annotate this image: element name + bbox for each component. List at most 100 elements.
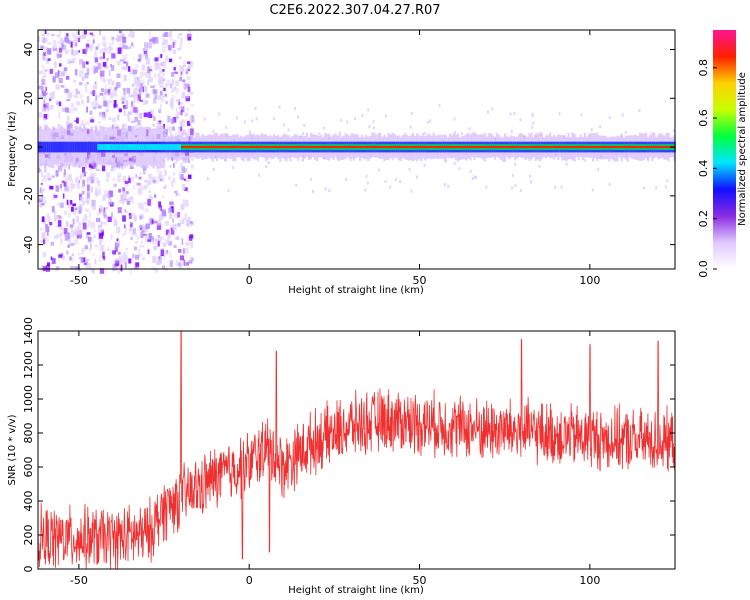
spectrogram-noise-speck	[39, 227, 44, 231]
spectrogram-noise-speck	[171, 126, 175, 131]
spectrogram-core	[142, 144, 145, 150]
spectrogram-noise-speck	[135, 262, 140, 267]
spectrogram-noise-speck	[179, 170, 181, 178]
spectrogram-noise-speck	[47, 216, 51, 224]
spectrogram-noise-speck	[116, 238, 119, 242]
spectrogram-noise-speck	[67, 187, 70, 191]
spectrogram-noise-speck	[150, 85, 155, 88]
spectrogram-noise-speck	[154, 194, 157, 198]
spectrogram-noise-speck	[132, 83, 134, 87]
spectrogram-noise-speck	[67, 232, 70, 239]
spectrogram-noise-speck	[143, 86, 148, 93]
spectrogram-noise-speck	[130, 44, 135, 48]
spectrogram-noise-speck	[138, 54, 142, 60]
spectrogram-noise-speck	[124, 180, 129, 185]
spectrogram-noise-speck	[170, 227, 175, 235]
spectrogram-speck	[511, 173, 514, 177]
snr-y-tick-label: 600	[22, 457, 35, 478]
spectrogram-noise-speck	[56, 34, 61, 38]
spectrogram-noise-speck	[165, 229, 170, 236]
spectrogram-noise-speck	[123, 44, 128, 50]
spectrogram-noise-speck	[64, 201, 68, 206]
spectrogram-noise-speck	[185, 96, 190, 102]
spectrogram-noise-speck	[139, 215, 142, 220]
spectrogram-core	[168, 144, 171, 150]
spectrogram-noise-speck	[135, 84, 139, 91]
spectrogram-speck	[190, 116, 193, 120]
spectrogram-noise-speck	[91, 101, 93, 106]
spectrogram-x-tick-label: 50	[413, 274, 427, 287]
spectrogram-noise-speck	[64, 88, 69, 93]
spectrogram-noise-speck	[178, 105, 181, 109]
spectrogram-noise-speck	[107, 247, 109, 252]
spectrogram-noise-speck	[81, 184, 84, 191]
spectrogram-noise-speck	[91, 33, 94, 37]
spectrogram-speck	[491, 107, 494, 111]
spectrogram-noise-speck	[181, 121, 186, 127]
spectrogram-noise-speck	[131, 198, 135, 204]
spectrogram-noise-speck	[179, 173, 183, 180]
spectrogram-noise-speck	[188, 30, 192, 37]
spectrogram-noise-speck	[152, 98, 157, 104]
spectrogram-noise-speck	[140, 88, 143, 95]
spectrogram-noise-speck	[128, 34, 131, 37]
spectrogram-noise-speck	[93, 65, 96, 69]
spectrogram-noise-speck	[102, 77, 106, 83]
spectrogram-noise-speck	[126, 87, 131, 94]
spectrogram-noise-speck	[104, 65, 109, 69]
spectrogram-noise-speck	[120, 47, 123, 52]
spectrogram-noise-speck	[174, 71, 178, 74]
spectrogram-noise-speck	[74, 207, 78, 210]
spectrogram-noise-speck	[174, 132, 179, 140]
spectrogram-noise-speck	[82, 179, 85, 187]
spectrogram-noise-speck	[189, 234, 194, 239]
spectrogram-speck	[361, 114, 364, 118]
spectrogram-noise-speck	[186, 76, 191, 80]
spectrogram-y-tick-label: 0	[22, 144, 35, 151]
spectrogram-noise-speck	[116, 226, 121, 234]
spectrogram-noise-speck	[79, 257, 84, 264]
spectrogram-noise-speck	[85, 208, 89, 212]
spectrogram-noise-speck	[131, 100, 135, 106]
spectrogram-noise-speck	[69, 60, 75, 64]
spectrogram-noise-speck	[120, 264, 123, 272]
spectrogram-band	[58, 141, 61, 153]
spectrogram-noise-speck	[78, 206, 83, 211]
spectrogram-speck	[591, 188, 594, 192]
spectrogram-noise-speck	[128, 227, 131, 230]
spectrogram-noise-speck	[159, 215, 163, 218]
spectrogram-core	[121, 144, 124, 150]
spectrogram-noise-speck	[123, 95, 127, 103]
spectrogram-noise-speck	[39, 169, 42, 172]
spectrogram-noise-speck	[122, 190, 126, 194]
spectrogram-noise-speck	[144, 179, 149, 183]
spectrogram-noise-speck	[161, 72, 166, 76]
spectrogram-noise-speck	[71, 257, 74, 262]
spectrogram-noise-speck	[95, 187, 97, 193]
spectrogram-noise-speck	[103, 256, 106, 261]
spectrogram-noise-speck	[108, 80, 110, 85]
spectrogram-noise-speck	[122, 123, 127, 129]
spectrogram-noise-speck	[178, 263, 182, 269]
spectrogram-noise-speck	[132, 69, 138, 75]
spectrogram-noise-speck	[62, 44, 67, 50]
spectrogram-noise-speck	[189, 128, 194, 136]
spectrogram-noise-speck	[177, 100, 181, 104]
spectrogram-band	[50, 141, 53, 153]
spectrogram-noise-speck	[45, 264, 51, 272]
spectrogram-noise-speck	[76, 31, 80, 35]
spectrogram-noise-speck	[63, 168, 66, 175]
spectrogram-noise-speck	[49, 92, 54, 100]
spectrogram-noise-speck	[39, 201, 42, 208]
spectrogram-noise-speck	[109, 43, 112, 48]
spectrogram-noise-speck	[170, 38, 174, 41]
spectrogram-noise-speck	[174, 64, 177, 68]
spectrogram-noise-speck	[120, 194, 124, 201]
spectrogram-noise-speck	[64, 210, 67, 215]
spectrogram-speck	[608, 116, 611, 120]
spectrogram-noise-speck	[102, 43, 107, 47]
spectrogram-noise-speck	[80, 196, 85, 202]
spectrogram-noise-speck	[42, 55, 46, 61]
spectrogram-noise-speck	[41, 203, 45, 206]
spectrogram-noise-speck	[66, 98, 71, 102]
